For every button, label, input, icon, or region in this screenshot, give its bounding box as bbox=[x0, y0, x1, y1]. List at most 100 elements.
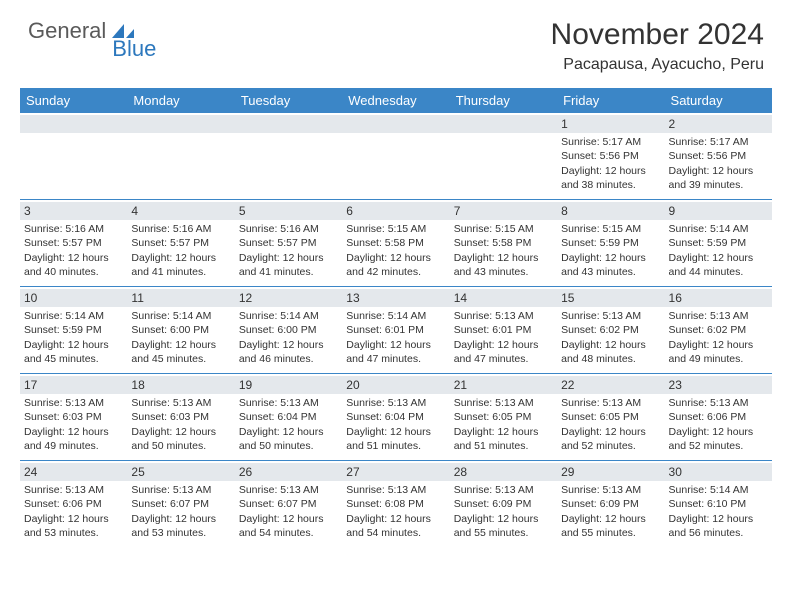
sunrise-text: Sunrise: 5:13 AM bbox=[346, 483, 445, 497]
day-cell: 22Sunrise: 5:13 AMSunset: 6:05 PMDayligh… bbox=[557, 374, 664, 460]
day-cell: 3Sunrise: 5:16 AMSunset: 5:57 PMDaylight… bbox=[20, 200, 127, 286]
sunrise-text: Sunrise: 5:14 AM bbox=[24, 309, 123, 323]
week-row: 1Sunrise: 5:17 AMSunset: 5:56 PMDaylight… bbox=[20, 113, 772, 199]
daylight-text: Daylight: 12 hours and 47 minutes. bbox=[454, 338, 553, 366]
sunset-text: Sunset: 6:01 PM bbox=[346, 323, 445, 337]
day-number: 1 bbox=[557, 115, 664, 133]
day-cell: 15 Sunrise: 5:13 AMSunset: 6:02 PMDayligh… bbox=[557, 287, 664, 373]
day-header-tuesday: Tuesday bbox=[235, 88, 342, 113]
sunrise-text: Sunrise: 5:16 AM bbox=[131, 222, 230, 236]
daylight-text: Daylight: 12 hours and 41 minutes. bbox=[131, 251, 230, 279]
sunset-text: Sunset: 5:58 PM bbox=[454, 236, 553, 250]
sunrise-text: Sunrise: 5:16 AM bbox=[24, 222, 123, 236]
day-cell: 10Sunrise: 5:14 AMSunset: 5:59 PMDayligh… bbox=[20, 287, 127, 373]
header: General Blue November 2024 Pacapausa, Ay… bbox=[0, 0, 792, 82]
day-number: 16 bbox=[665, 289, 772, 307]
day-number: 23 bbox=[665, 376, 772, 394]
sunset-text: Sunset: 5:59 PM bbox=[561, 236, 660, 250]
day-number: 18 bbox=[127, 376, 234, 394]
sunrise-text: Sunrise: 5:17 AM bbox=[561, 135, 660, 149]
sunset-text: Sunset: 6:02 PM bbox=[561, 323, 660, 337]
daylight-text: Daylight: 12 hours and 53 minutes. bbox=[131, 512, 230, 540]
daylight-text: Daylight: 12 hours and 50 minutes. bbox=[239, 425, 338, 453]
sunset-text: Sunset: 6:04 PM bbox=[239, 410, 338, 424]
sunrise-text: Sunrise: 5:14 AM bbox=[346, 309, 445, 323]
day-cell: 27Sunrise: 5:13 AMSunset: 6:08 PMDayligh… bbox=[342, 461, 449, 547]
sunset-text: Sunset: 6:03 PM bbox=[131, 410, 230, 424]
day-cell: 4Sunrise: 5:16 AMSunset: 5:57 PMDaylight… bbox=[127, 200, 234, 286]
day-number bbox=[127, 115, 234, 133]
empty-cell bbox=[235, 113, 342, 199]
day-number bbox=[342, 115, 449, 133]
day-number: 9 bbox=[665, 202, 772, 220]
sunset-text: Sunset: 5:58 PM bbox=[346, 236, 445, 250]
day-number: 5 bbox=[235, 202, 342, 220]
title-block: November 2024 Pacapausa, Ayacucho, Peru bbox=[551, 18, 764, 74]
day-number: 14 bbox=[450, 289, 557, 307]
logo: General Blue bbox=[28, 18, 182, 44]
sunrise-text: Sunrise: 5:13 AM bbox=[454, 483, 553, 497]
sunrise-text: Sunrise: 5:15 AM bbox=[346, 222, 445, 236]
day-number: 22 bbox=[557, 376, 664, 394]
day-cell: 21Sunrise: 5:13 AMSunset: 6:05 PMDayligh… bbox=[450, 374, 557, 460]
sunset-text: Sunset: 6:01 PM bbox=[454, 323, 553, 337]
day-number: 19 bbox=[235, 376, 342, 394]
week-row: 10Sunrise: 5:14 AMSunset: 5:59 PMDayligh… bbox=[20, 286, 772, 373]
day-number bbox=[235, 115, 342, 133]
sunset-text: Sunset: 6:06 PM bbox=[24, 497, 123, 511]
day-cell: 12Sunrise: 5:14 AMSunset: 6:00 PMDayligh… bbox=[235, 287, 342, 373]
day-number: 26 bbox=[235, 463, 342, 481]
sunset-text: Sunset: 5:57 PM bbox=[239, 236, 338, 250]
day-cell: 24Sunrise: 5:13 AMSunset: 6:06 PMDayligh… bbox=[20, 461, 127, 547]
day-cell: 14Sunrise: 5:13 AMSunset: 6:01 PMDayligh… bbox=[450, 287, 557, 373]
sunrise-text: Sunrise: 5:13 AM bbox=[561, 309, 660, 323]
daylight-text: Daylight: 12 hours and 54 minutes. bbox=[239, 512, 338, 540]
sunrise-text: Sunrise: 5:13 AM bbox=[561, 396, 660, 410]
daylight-text: Daylight: 12 hours and 48 minutes. bbox=[561, 338, 660, 366]
day-number: 17 bbox=[20, 376, 127, 394]
week-row: 24Sunrise: 5:13 AMSunset: 6:06 PMDayligh… bbox=[20, 460, 772, 547]
daylight-text: Daylight: 12 hours and 43 minutes. bbox=[561, 251, 660, 279]
sunset-text: Sunset: 6:09 PM bbox=[561, 497, 660, 511]
logo-text-blue: Blue bbox=[112, 36, 156, 62]
day-header-sunday: Sunday bbox=[20, 88, 127, 113]
sunset-text: Sunset: 6:07 PM bbox=[239, 497, 338, 511]
daylight-text: Daylight: 12 hours and 49 minutes. bbox=[669, 338, 768, 366]
daylight-text: Daylight: 12 hours and 41 minutes. bbox=[239, 251, 338, 279]
empty-cell bbox=[450, 113, 557, 199]
sunset-text: Sunset: 6:10 PM bbox=[669, 497, 768, 511]
daylight-text: Daylight: 12 hours and 39 minutes. bbox=[669, 164, 768, 192]
sunrise-text: Sunrise: 5:13 AM bbox=[131, 483, 230, 497]
day-cell: 19Sunrise: 5:13 AMSunset: 6:04 PMDayligh… bbox=[235, 374, 342, 460]
day-header-thursday: Thursday bbox=[450, 88, 557, 113]
day-cell: 1Sunrise: 5:17 AMSunset: 5:56 PMDaylight… bbox=[557, 113, 664, 199]
empty-cell bbox=[127, 113, 234, 199]
daylight-text: Daylight: 12 hours and 54 minutes. bbox=[346, 512, 445, 540]
sunrise-text: Sunrise: 5:13 AM bbox=[561, 483, 660, 497]
sunrise-text: Sunrise: 5:16 AM bbox=[239, 222, 338, 236]
sunset-text: Sunset: 6:02 PM bbox=[669, 323, 768, 337]
sunset-text: Sunset: 6:05 PM bbox=[454, 410, 553, 424]
calendar: SundayMondayTuesdayWednesdayThursdayFrid… bbox=[20, 88, 772, 547]
day-number bbox=[20, 115, 127, 133]
day-cell: 20Sunrise: 5:13 AMSunset: 6:04 PMDayligh… bbox=[342, 374, 449, 460]
day-number: 3 bbox=[20, 202, 127, 220]
day-cell: 29Sunrise: 5:13 AMSunset: 6:09 PMDayligh… bbox=[557, 461, 664, 547]
sunset-text: Sunset: 6:09 PM bbox=[454, 497, 553, 511]
daylight-text: Daylight: 12 hours and 56 minutes. bbox=[669, 512, 768, 540]
sunrise-text: Sunrise: 5:13 AM bbox=[24, 396, 123, 410]
sunset-text: Sunset: 5:56 PM bbox=[561, 149, 660, 163]
day-number: 2 bbox=[665, 115, 772, 133]
day-cell: 8Sunrise: 5:15 AMSunset: 5:59 PMDaylight… bbox=[557, 200, 664, 286]
day-cell: 18Sunrise: 5:13 AMSunset: 6:03 PMDayligh… bbox=[127, 374, 234, 460]
day-number: 4 bbox=[127, 202, 234, 220]
sunrise-text: Sunrise: 5:14 AM bbox=[131, 309, 230, 323]
sunset-text: Sunset: 6:03 PM bbox=[24, 410, 123, 424]
daylight-text: Daylight: 12 hours and 51 minutes. bbox=[346, 425, 445, 453]
sunrise-text: Sunrise: 5:13 AM bbox=[669, 309, 768, 323]
sunrise-text: Sunrise: 5:17 AM bbox=[669, 135, 768, 149]
sunrise-text: Sunrise: 5:15 AM bbox=[561, 222, 660, 236]
sunrise-text: Sunrise: 5:13 AM bbox=[346, 396, 445, 410]
week-row: 3Sunrise: 5:16 AMSunset: 5:57 PMDaylight… bbox=[20, 199, 772, 286]
day-number: 15 bbox=[557, 289, 664, 307]
